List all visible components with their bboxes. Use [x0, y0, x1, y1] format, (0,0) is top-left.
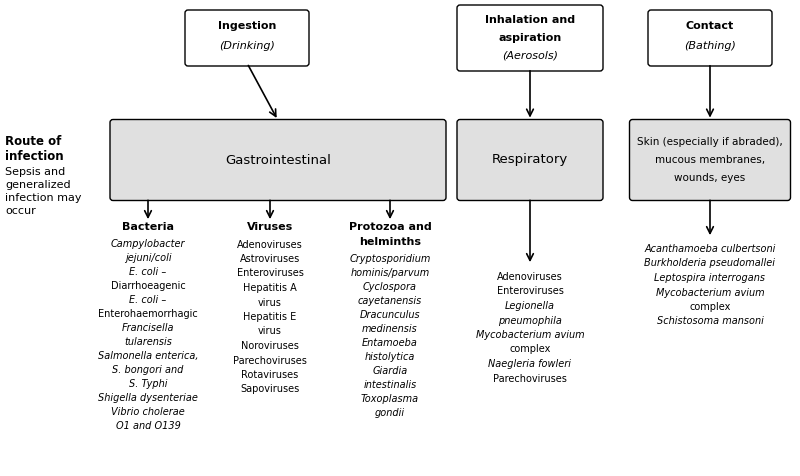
Text: Gastrointestinal: Gastrointestinal — [225, 153, 331, 167]
Text: complex: complex — [690, 302, 730, 312]
Text: medinensis: medinensis — [362, 324, 418, 334]
Text: Astroviruses: Astroviruses — [240, 254, 300, 264]
FancyBboxPatch shape — [110, 119, 446, 200]
Text: wounds, eyes: wounds, eyes — [674, 173, 746, 183]
Text: Leptospira interrogans: Leptospira interrogans — [654, 273, 766, 283]
Text: S. Typhi: S. Typhi — [129, 379, 167, 389]
Text: complex: complex — [510, 345, 550, 355]
Text: mucous membranes,: mucous membranes, — [655, 155, 765, 165]
Text: Naegleria fowleri: Naegleria fowleri — [489, 359, 571, 369]
Text: infection: infection — [5, 150, 64, 163]
FancyBboxPatch shape — [457, 5, 603, 71]
Text: hominis/parvum: hominis/parvum — [350, 268, 430, 278]
Text: Enteroviruses: Enteroviruses — [237, 268, 303, 278]
Text: Toxoplasma: Toxoplasma — [361, 394, 419, 404]
Text: virus: virus — [258, 298, 282, 307]
Text: Rotaviruses: Rotaviruses — [242, 370, 298, 380]
Text: histolytica: histolytica — [365, 352, 415, 362]
Text: Skin (especially if abraded),: Skin (especially if abraded), — [637, 137, 783, 147]
Text: gondii: gondii — [375, 408, 405, 418]
Text: Cyclospora: Cyclospora — [363, 282, 417, 292]
Text: Mycobacterium avium: Mycobacterium avium — [476, 330, 584, 340]
Text: Cryptosporidium: Cryptosporidium — [350, 254, 430, 264]
Text: Diarrhoeagenic: Diarrhoeagenic — [110, 281, 186, 291]
Text: virus: virus — [258, 327, 282, 337]
Text: Legionella: Legionella — [505, 301, 555, 311]
Text: Enteroviruses: Enteroviruses — [497, 287, 563, 297]
Text: Burkholderia pseudomallei: Burkholderia pseudomallei — [645, 258, 775, 268]
Text: intestinalis: intestinalis — [363, 380, 417, 390]
Text: Salmonella enterica,: Salmonella enterica, — [98, 351, 198, 361]
Text: Protozoa and: Protozoa and — [349, 222, 431, 232]
Text: Mycobacterium avium: Mycobacterium avium — [656, 288, 764, 298]
Text: Bacteria: Bacteria — [122, 222, 174, 232]
Text: Hepatitis E: Hepatitis E — [243, 312, 297, 322]
Text: E. coli –: E. coli – — [130, 267, 166, 277]
Text: Viruses: Viruses — [247, 222, 293, 232]
Text: Francisella: Francisella — [122, 323, 174, 333]
FancyBboxPatch shape — [457, 119, 603, 200]
Text: generalized: generalized — [5, 180, 70, 190]
FancyBboxPatch shape — [185, 10, 309, 66]
FancyBboxPatch shape — [648, 10, 772, 66]
Text: Adenoviruses: Adenoviruses — [497, 272, 563, 282]
Text: (Drinking): (Drinking) — [219, 41, 275, 51]
Text: Respiratory: Respiratory — [492, 153, 568, 167]
Text: Adenoviruses: Adenoviruses — [237, 239, 303, 249]
Text: infection may: infection may — [5, 193, 82, 203]
Text: pneumophila: pneumophila — [498, 316, 562, 326]
Text: Route of: Route of — [5, 135, 62, 148]
Text: tularensis: tularensis — [124, 337, 172, 347]
Text: Entamoeba: Entamoeba — [362, 338, 418, 348]
Text: Giardia: Giardia — [372, 366, 408, 376]
Text: jejuni/coli: jejuni/coli — [125, 253, 171, 263]
Text: cayetanensis: cayetanensis — [358, 296, 422, 306]
Text: (Aerosols): (Aerosols) — [502, 50, 558, 60]
Text: Enterohaemorrhagic: Enterohaemorrhagic — [98, 309, 198, 319]
Text: E. coli –: E. coli – — [130, 295, 166, 305]
Text: (Bathing): (Bathing) — [684, 41, 736, 51]
Text: Parechoviruses: Parechoviruses — [233, 356, 307, 366]
Text: Noroviruses: Noroviruses — [241, 341, 299, 351]
Text: Sepsis and: Sepsis and — [5, 167, 66, 177]
Text: Parechoviruses: Parechoviruses — [493, 374, 567, 384]
Text: Shigella dysenteriae: Shigella dysenteriae — [98, 393, 198, 403]
Text: Contact: Contact — [686, 21, 734, 31]
Text: O1 and O139: O1 and O139 — [115, 421, 181, 431]
Text: Sapoviruses: Sapoviruses — [240, 385, 300, 395]
Text: helminths: helminths — [359, 237, 421, 247]
Text: Schistosoma mansoni: Schistosoma mansoni — [657, 317, 763, 327]
Text: occur: occur — [5, 206, 36, 216]
Text: aspiration: aspiration — [498, 33, 562, 43]
Text: S. bongori and: S. bongori and — [112, 365, 184, 375]
Text: Dracunculus: Dracunculus — [360, 310, 420, 320]
Text: Ingestion: Ingestion — [218, 21, 276, 31]
Text: Acanthamoeba culbertsoni: Acanthamoeba culbertsoni — [644, 244, 776, 254]
FancyBboxPatch shape — [630, 119, 790, 200]
Text: Campylobacter: Campylobacter — [110, 239, 186, 249]
Text: Vibrio cholerae: Vibrio cholerae — [111, 407, 185, 417]
Text: Hepatitis A: Hepatitis A — [243, 283, 297, 293]
Text: Inhalation and: Inhalation and — [485, 15, 575, 25]
